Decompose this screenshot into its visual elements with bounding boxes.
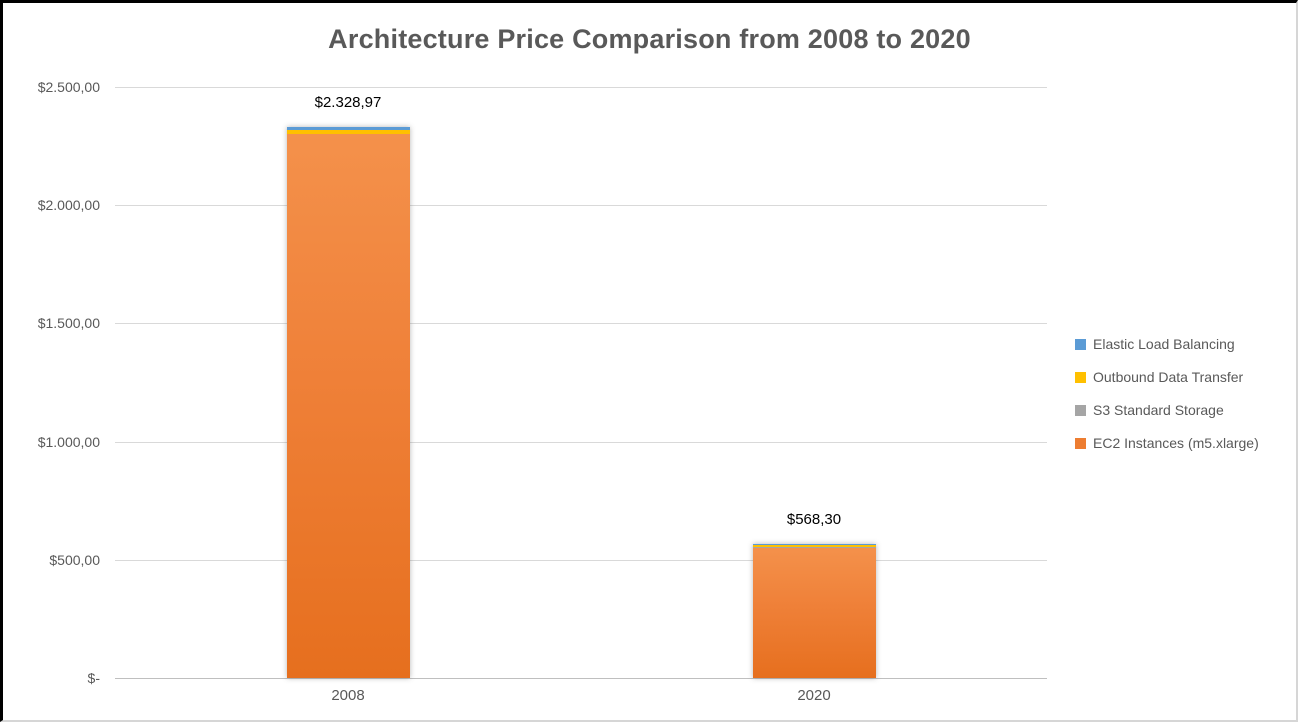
bar-value-label: $568,30 xyxy=(786,510,842,528)
y-axis-tick-label: $1.500,00 xyxy=(37,315,100,331)
legend-label: Elastic Load Balancing xyxy=(1093,336,1235,352)
y-axis-tick-label: $- xyxy=(87,670,100,686)
bar-segment-2020-S3 Standard Storage xyxy=(752,546,876,548)
gridline xyxy=(115,560,1047,561)
bar-segment-2008-EC2 Instances (m5.xlarge) xyxy=(286,134,410,678)
bar-segment-2008-Elastic Load Balancing xyxy=(286,127,410,130)
bar-2008 xyxy=(286,127,410,678)
legend-item: S3 Standard Storage xyxy=(1075,400,1259,420)
gridline xyxy=(115,205,1047,206)
bar-2020 xyxy=(752,543,876,679)
x-axis-line xyxy=(115,678,1047,679)
chart-title: Architecture Price Comparison from 2008 … xyxy=(328,24,971,54)
legend-item: EC2 Instances (m5.xlarge) xyxy=(1075,433,1259,453)
x-axis-label-2020: 2020 xyxy=(797,687,831,704)
bar-value-label: $2.328,97 xyxy=(314,94,382,112)
legend-swatch-icon xyxy=(1075,338,1086,350)
legend: Elastic Load Balancing Outbound Data Tran… xyxy=(1075,334,1259,466)
bar-segment-2020-EC2 Instances (m5.xlarge) xyxy=(752,547,876,679)
y-axis-tick-label: $2.500,00 xyxy=(37,79,100,95)
bar-segment-2008-S3 Standard Storage xyxy=(286,133,410,135)
gridline xyxy=(115,323,1047,324)
plot-area: $- $500,00 $1.000,00 $1.500,00 $2.000,00 $2.5… xyxy=(3,3,1296,720)
y-axis-tick-label: $500,00 xyxy=(49,552,100,568)
legend-label: S3 Standard Storage xyxy=(1093,402,1224,418)
legend-swatch-icon xyxy=(1075,404,1086,416)
bar-segment-2020-Outbound Data Transfer xyxy=(752,545,876,547)
legend-swatch-icon xyxy=(1075,371,1086,383)
x-axis-label-2008: 2008 xyxy=(331,687,365,704)
legend-swatch-icon xyxy=(1075,437,1086,449)
legend-label: Outbound Data Transfer xyxy=(1093,369,1244,385)
gridline xyxy=(115,442,1047,443)
legend-label: EC2 Instances (m5.xlarge) xyxy=(1093,435,1259,451)
legend-item: Outbound Data Transfer xyxy=(1075,367,1259,387)
gridline xyxy=(115,87,1047,88)
bar-segment-2008-Outbound Data Transfer xyxy=(286,129,410,134)
legend-item: Elastic Load Balancing xyxy=(1075,334,1259,354)
bar-segment-2020-Elastic Load Balancing xyxy=(752,543,876,546)
y-axis-tick-label: $2.000,00 xyxy=(37,197,100,213)
y-axis-tick-label: $1.000,00 xyxy=(37,434,100,450)
